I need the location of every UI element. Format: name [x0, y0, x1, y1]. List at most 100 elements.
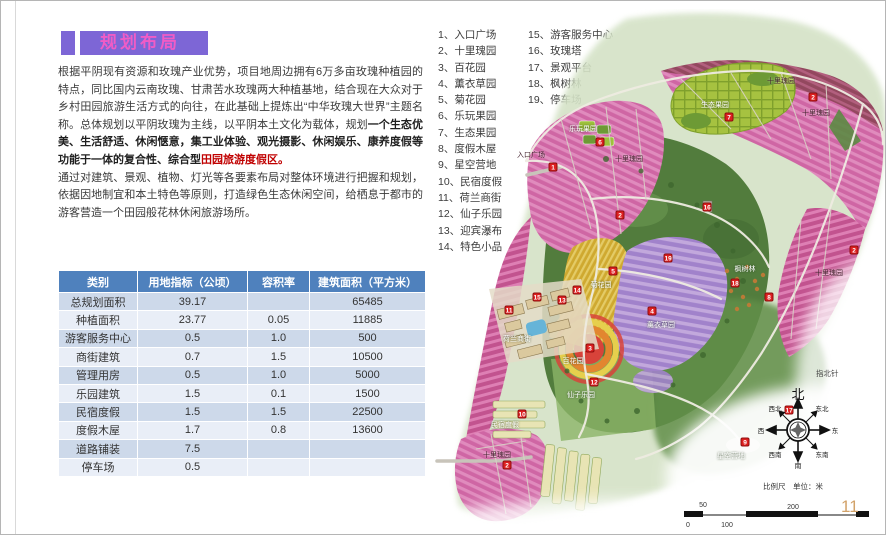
map-marker-14: 14 [572, 285, 582, 295]
table-row: 游客服务中心 0.5 1.0 500 [58, 328, 426, 349]
table-row: 道路铺装 7.5 [58, 439, 426, 459]
legend-item: 2、十里瑰园 [438, 45, 497, 58]
table-row: 停车场 0.5 [58, 457, 426, 477]
map-area-label: 仙子乐园 [567, 392, 595, 399]
table-cell: 民宿度假 [58, 402, 138, 422]
map-area-label: 十里瑰园 [615, 156, 643, 163]
table-row: 乐园建筑 1.5 0.1 1500 [58, 383, 426, 404]
table-cell: 23.77 [137, 310, 248, 330]
legend-item: 14、特色小品 [438, 240, 503, 253]
site-plan-map: 生态果园 十里瑰园 十里瑰园 十里瑰园 十里瑰园 十里瑰园 入口广场 乐玩果园 菊花园 薰衣草园百… [431, 9, 885, 529]
map-marker-7: 7 [724, 112, 734, 122]
table-cell: 7.5 [137, 439, 248, 459]
table-cell: 1.0 [247, 365, 310, 385]
table-cell: 0.05 [247, 310, 310, 330]
scale-tick-50: 50 [699, 502, 707, 509]
table-cell: 500 [309, 328, 426, 349]
legend-item: 6、乐玩果园 [438, 110, 497, 123]
legend-item: 11、荷兰商街 [438, 191, 502, 204]
table-cell: 商街建筑 [58, 347, 138, 367]
table-cell: 1.7 [137, 420, 248, 441]
map-marker-19: 19 [663, 253, 673, 263]
map-legend-column-2: 15、游客服务中心 16、玫瑰塔 17、景观平台 18、枫树林 19、停车场 [528, 27, 628, 108]
legend-item: 1、入口广场 [438, 29, 497, 41]
intro-paragraph-1: 根据平阴现有资源和玫瑰产业优势，项目地周边拥有6万多亩玫瑰种植园的特点，同比国内… [58, 64, 423, 170]
table-cell: 0.7 [137, 347, 248, 367]
table-cell: 0.5 [137, 328, 248, 349]
scale-bar: 比例尺 单位：米 50 200 0 100 [681, 479, 881, 531]
legend-item: 4、薰衣草园 [438, 77, 497, 90]
table-header-cell: 容积率 [247, 270, 310, 293]
map-marker-18: 18 [730, 278, 740, 288]
map-area-label: 菊花园 [590, 282, 612, 289]
table-cell: 0.5 [137, 365, 248, 385]
map-area-label: 十里瑰园 [802, 110, 830, 117]
table-cell [247, 439, 310, 459]
scale-tick-200: 200 [787, 504, 799, 511]
scale-caption: 比例尺 单位：米 [763, 481, 823, 491]
map-marker-2: 2 [849, 245, 859, 255]
table-cell: 0.1 [247, 383, 310, 404]
map-marker-2: 2 [808, 92, 818, 102]
table-head: 类别 用地指标（公顷） 容积率 建筑面积（平方米） [58, 270, 426, 293]
table-cell: 管理用房 [58, 365, 138, 385]
legend-item: 15、游客服务中心 [528, 29, 614, 41]
table-header-cell: 建筑面积（平方米） [309, 270, 426, 293]
map-area-label: 星空营地 [717, 453, 745, 460]
table-cell: 10500 [309, 347, 426, 367]
compass-label-north: 北 [791, 387, 804, 402]
legend-item: 10、民宿度假 [438, 175, 503, 188]
legend-item: 12、仙子乐园 [438, 208, 503, 221]
intro-text-run: 一个生态优美、生活舒适、休闲惬意，集工业体验、观光摄影、休闲娱乐、康养度假等功能… [58, 118, 423, 166]
map-area-label: 入口广场 [517, 152, 545, 159]
map-marker-5: 5 [608, 266, 618, 276]
table-cell: 停车场 [58, 457, 138, 477]
map-marker-12: 12 [589, 377, 599, 387]
compass-rose: 指北针 北 西北 东北 西 东 西南 [746, 363, 851, 478]
legend-item: 3、百花园 [438, 61, 486, 74]
compass-label-south: 南 [795, 461, 802, 470]
table-body: 总规划面积 39.17 65485 种植面积 23.77 0.05 11885 游客服务中心 0… [58, 291, 426, 477]
table-cell: 游客服务中心 [58, 328, 138, 349]
table-cell: 1.5 [247, 347, 310, 367]
map-area-label: 乐玩果园 [569, 126, 597, 133]
map-marker-2: 2 [615, 210, 625, 220]
table-header-cell: 用地指标（公顷） [137, 270, 248, 293]
legend-item: 5、菊花园 [438, 94, 486, 107]
page-number: 11 [841, 497, 859, 516]
table-cell: 0.5 [137, 457, 248, 477]
map-marker-10: 10 [517, 409, 527, 419]
map-marker-9: 9 [740, 437, 750, 447]
table-cell: 1.5 [137, 383, 248, 404]
table-cell: 0.8 [247, 420, 310, 441]
scale-tick-0: 0 [686, 522, 690, 529]
page-title: 规划布局 [80, 31, 208, 55]
compass-label-southwest: 西南 [769, 450, 783, 459]
legend-item: 7、生态果园 [438, 126, 497, 139]
legend-item: 13、迎宾瀑布 [438, 224, 503, 237]
map-area-label: 百花园 [562, 358, 584, 365]
left-margin-rule [15, 1, 16, 534]
map-area-label: 枫树林 [734, 266, 756, 273]
table-cell [247, 457, 310, 477]
compass-label-northwest: 西北 [769, 405, 783, 413]
table-row: 度假木屋 1.7 0.8 13600 [58, 420, 426, 441]
map-marker-17: 17 [784, 405, 794, 415]
map-marker-3: 3 [585, 343, 595, 353]
table-cell: 65485 [309, 291, 426, 312]
scale-tick-100: 100 [721, 522, 733, 529]
table-row: 管理用房 0.5 1.0 5000 [58, 365, 426, 385]
table-cell: 1.5 [247, 402, 310, 422]
intro-text-run: 田园旅游度假区。 [201, 153, 289, 166]
map-overlay: 生态果园 十里瑰园 十里瑰园 十里瑰园 十里瑰园 十里瑰园 入口广场 乐玩果园 菊花园 薰衣草园百… [431, 9, 885, 529]
table-row: 民宿度假 1.5 1.5 22500 [58, 402, 426, 422]
map-area-label: 十里瑰园 [815, 270, 843, 277]
table-cell: 39.17 [137, 291, 248, 312]
map-marker-1: 1 [548, 162, 558, 172]
title-bullet-square [61, 31, 75, 55]
intro-paragraph-2: 通过对建筑、景观、植物、灯光等各要素布局对整体环境进行把握和规划，依据因地制宜和… [58, 171, 423, 219]
table-cell: 乐园建筑 [58, 383, 138, 404]
land-use-table: 类别 用地指标（公顷） 容积率 建筑面积（平方米） 总规划面积 39.17 65485 种植… [58, 270, 426, 477]
table-row: 种植面积 23.77 0.05 11885 [58, 310, 426, 330]
